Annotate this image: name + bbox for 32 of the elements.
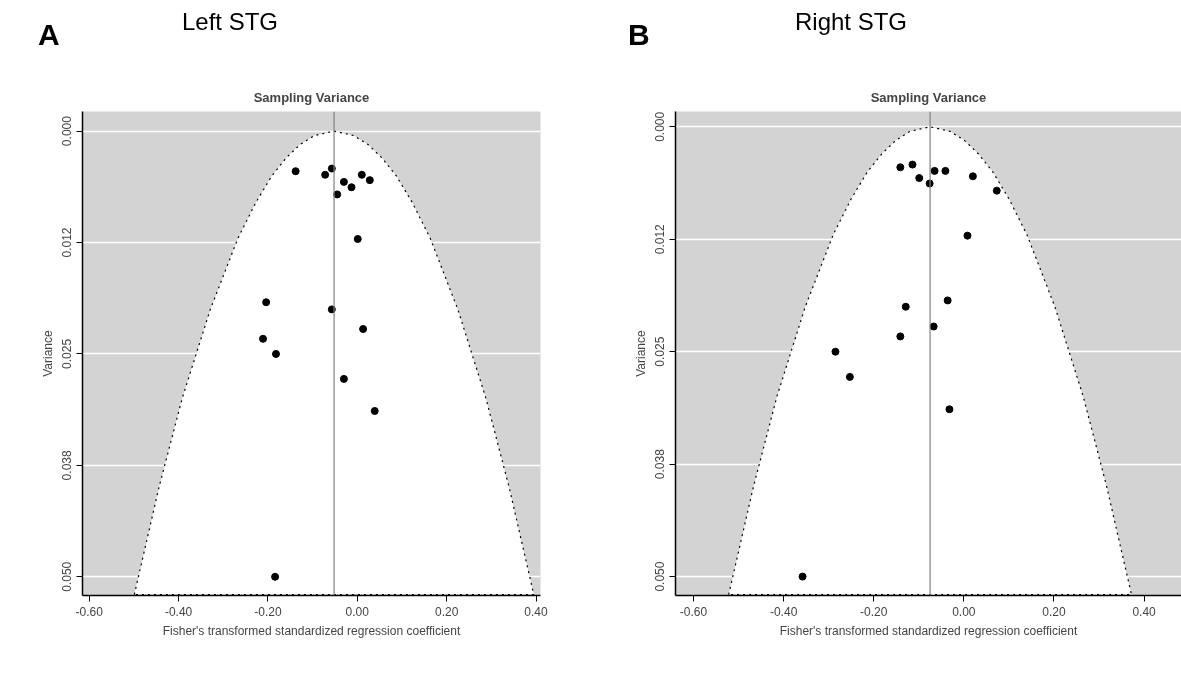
y-tick-label: 0.025 <box>60 338 75 369</box>
x-tick-label: -0.40 <box>769 604 798 619</box>
y-axis-title: Variance <box>40 329 55 377</box>
x-tick-label: 0.20 <box>1042 604 1066 619</box>
x-tick-label: 0.20 <box>434 604 459 619</box>
chart-subtitle: Sampling Variance <box>870 89 987 105</box>
chart-subtitle: Sampling Variance <box>253 89 370 105</box>
x-axis-title: Fisher's transformed standardized regression coefficient <box>779 623 1078 638</box>
y-tick-label: 0.038 <box>60 450 75 481</box>
y-tick-label: 0.038 <box>653 448 668 480</box>
x-tick-label: -0.40 <box>164 604 193 619</box>
y-axis-title: Variance <box>633 329 648 377</box>
x-tick-label: 0.00 <box>345 604 370 619</box>
x-tick-label: -0.60 <box>679 604 708 619</box>
x-tick-label: 0.40 <box>524 604 549 619</box>
y-tick-label: 0.000 <box>60 115 75 147</box>
text: A <box>38 18 60 52</box>
x-tick-label: -0.60 <box>75 604 104 619</box>
y-tick-label: 0.012 <box>653 223 668 255</box>
chart-title: Left STG <box>182 8 279 36</box>
y-tick-label: 0.025 <box>653 336 668 367</box>
text: B <box>628 18 650 52</box>
x-tick-label: -0.20 <box>860 604 888 619</box>
y-tick-label: 0.050 <box>60 561 75 592</box>
y-tick-label: 0.000 <box>653 111 668 142</box>
x-tick-label: -0.20 <box>254 604 282 619</box>
y-tick-label: 0.012 <box>60 227 75 258</box>
x-axis-title: Fisher's transformed standardized regression coefficient <box>162 623 461 638</box>
x-tick-label: 0.40 <box>1132 604 1157 619</box>
chart-title: Right STG <box>795 8 908 36</box>
y-tick-label: 0.050 <box>653 561 668 592</box>
x-tick-label: 0.00 <box>952 604 976 619</box>
